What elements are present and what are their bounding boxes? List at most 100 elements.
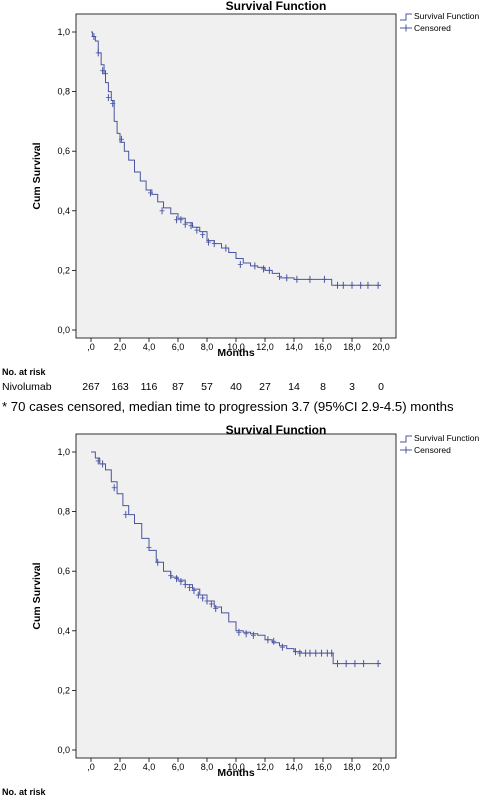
censored-mark bbox=[178, 216, 184, 224]
censored-mark bbox=[174, 216, 180, 224]
x-tick-label: 8,0 bbox=[201, 762, 214, 772]
x-tick-label: 6,0 bbox=[172, 342, 185, 352]
censored-mark bbox=[205, 238, 211, 246]
censored-mark bbox=[147, 189, 153, 197]
risk-table-header-2: No. at risk bbox=[2, 787, 46, 797]
censored-mark bbox=[307, 649, 313, 657]
censored-mark bbox=[208, 600, 214, 608]
censored-mark bbox=[95, 457, 101, 465]
censored-mark bbox=[335, 660, 340, 668]
y-tick-label: 1,0 bbox=[57, 447, 70, 457]
legend-line-icon bbox=[400, 435, 412, 443]
y-tick-label: 0,0 bbox=[57, 745, 70, 755]
censored-mark bbox=[103, 70, 108, 78]
censored-mark bbox=[178, 578, 184, 586]
chart-title: Survival Function bbox=[226, 0, 327, 13]
risk-value: 87 bbox=[172, 381, 184, 393]
risk-value: 267 bbox=[82, 381, 100, 393]
censored-mark bbox=[307, 275, 313, 283]
legend-label-censored: Censored bbox=[414, 23, 451, 33]
censored-mark bbox=[250, 631, 256, 639]
censored-mark bbox=[292, 648, 298, 656]
censored-mark bbox=[340, 281, 346, 289]
censored-mark bbox=[279, 643, 285, 651]
legend-label-censored: Censored bbox=[414, 445, 451, 455]
censored-mark bbox=[105, 94, 111, 102]
survival-curve bbox=[91, 451, 381, 665]
risk-value: 40 bbox=[230, 381, 242, 393]
legend: Survival Function Censored bbox=[400, 433, 479, 455]
x-tick-label: 2,0 bbox=[114, 342, 127, 352]
censored-mark bbox=[365, 281, 371, 289]
censored-mark bbox=[182, 220, 188, 228]
censored-mark bbox=[159, 207, 165, 215]
censored-mark bbox=[211, 240, 217, 248]
risk-value: 163 bbox=[111, 381, 129, 393]
y-tick-label: 0,4 bbox=[57, 206, 70, 216]
censored-mark bbox=[243, 630, 249, 638]
x-tick-label: 6,0 bbox=[172, 762, 185, 772]
censored-mark bbox=[204, 597, 210, 605]
censored-mark bbox=[168, 572, 174, 580]
censored-mark bbox=[191, 587, 197, 595]
y-tick-label: 0,4 bbox=[57, 626, 70, 636]
censored-mark bbox=[321, 275, 327, 283]
censored-mark bbox=[271, 637, 277, 645]
censored-mark bbox=[195, 591, 201, 599]
y-axis-label: Cum Survival bbox=[31, 562, 43, 629]
plot-area bbox=[75, 13, 397, 339]
chart-1: Survival Function 0,0 0,2 0,4 0,6 0,8 1,0 Cum S… bbox=[31, 0, 479, 359]
censored-mark bbox=[375, 281, 381, 289]
censored-mark bbox=[294, 275, 300, 283]
x-tick-label: 18,0 bbox=[343, 762, 361, 772]
censored-mark bbox=[266, 266, 272, 274]
censored-mark bbox=[91, 32, 97, 40]
y-tick-label: 0,6 bbox=[57, 146, 70, 156]
censored-mark bbox=[111, 484, 117, 492]
censored-mark bbox=[200, 231, 206, 239]
censored-mark bbox=[123, 511, 129, 519]
x-tick-label: 14,0 bbox=[285, 342, 303, 352]
censored-mark bbox=[313, 649, 319, 657]
x-tick-label: ,0 bbox=[87, 762, 95, 772]
censored-mark bbox=[194, 226, 200, 234]
censored-mark bbox=[188, 222, 194, 230]
plot-area bbox=[75, 433, 397, 759]
censored-mark bbox=[349, 281, 355, 289]
censored-mark bbox=[352, 660, 358, 668]
x-tick-label: 14,0 bbox=[285, 762, 303, 772]
censored-mark bbox=[361, 660, 367, 668]
censored-mark bbox=[343, 660, 349, 668]
censored-mark bbox=[146, 543, 152, 551]
y-axis-label: Cum Survival bbox=[31, 142, 43, 209]
censored-mark bbox=[223, 244, 229, 252]
censored-mark bbox=[297, 649, 303, 657]
censored-mark bbox=[155, 558, 161, 566]
x-tick-label: ,0 bbox=[87, 342, 95, 352]
chart-footnote: * 70 cases censored, median time to prog… bbox=[2, 399, 454, 414]
x-tick-label: 18,0 bbox=[343, 342, 361, 352]
y-tick-label: 0,8 bbox=[57, 507, 70, 517]
survival-curve bbox=[91, 31, 381, 286]
x-axis-label: Months bbox=[217, 767, 254, 779]
censored-mark bbox=[375, 660, 381, 668]
legend-label-survival: Survival Function bbox=[414, 11, 479, 21]
y-tick-label: 0,0 bbox=[57, 325, 70, 335]
censored-mark bbox=[335, 281, 340, 289]
x-tick-label: 20,0 bbox=[372, 342, 390, 352]
x-tick-label: 12,0 bbox=[256, 342, 274, 352]
y-tick-label: 0,2 bbox=[57, 265, 70, 275]
censored-mark bbox=[187, 584, 193, 592]
y-tick-label: 0,6 bbox=[57, 566, 70, 576]
risk-value: 57 bbox=[201, 381, 213, 393]
censored-mark bbox=[329, 649, 335, 657]
censored-mark bbox=[265, 636, 271, 644]
risk-table-row-label-1: Nivolumab bbox=[2, 381, 52, 393]
risk-value: 8 bbox=[320, 381, 326, 393]
x-tick-label: 20,0 bbox=[372, 762, 390, 772]
censored-mark bbox=[174, 575, 180, 583]
x-tick-label: 10,0 bbox=[227, 762, 245, 772]
y-tick-label: 1,0 bbox=[57, 27, 70, 37]
chart-title: Survival Function bbox=[226, 423, 327, 437]
